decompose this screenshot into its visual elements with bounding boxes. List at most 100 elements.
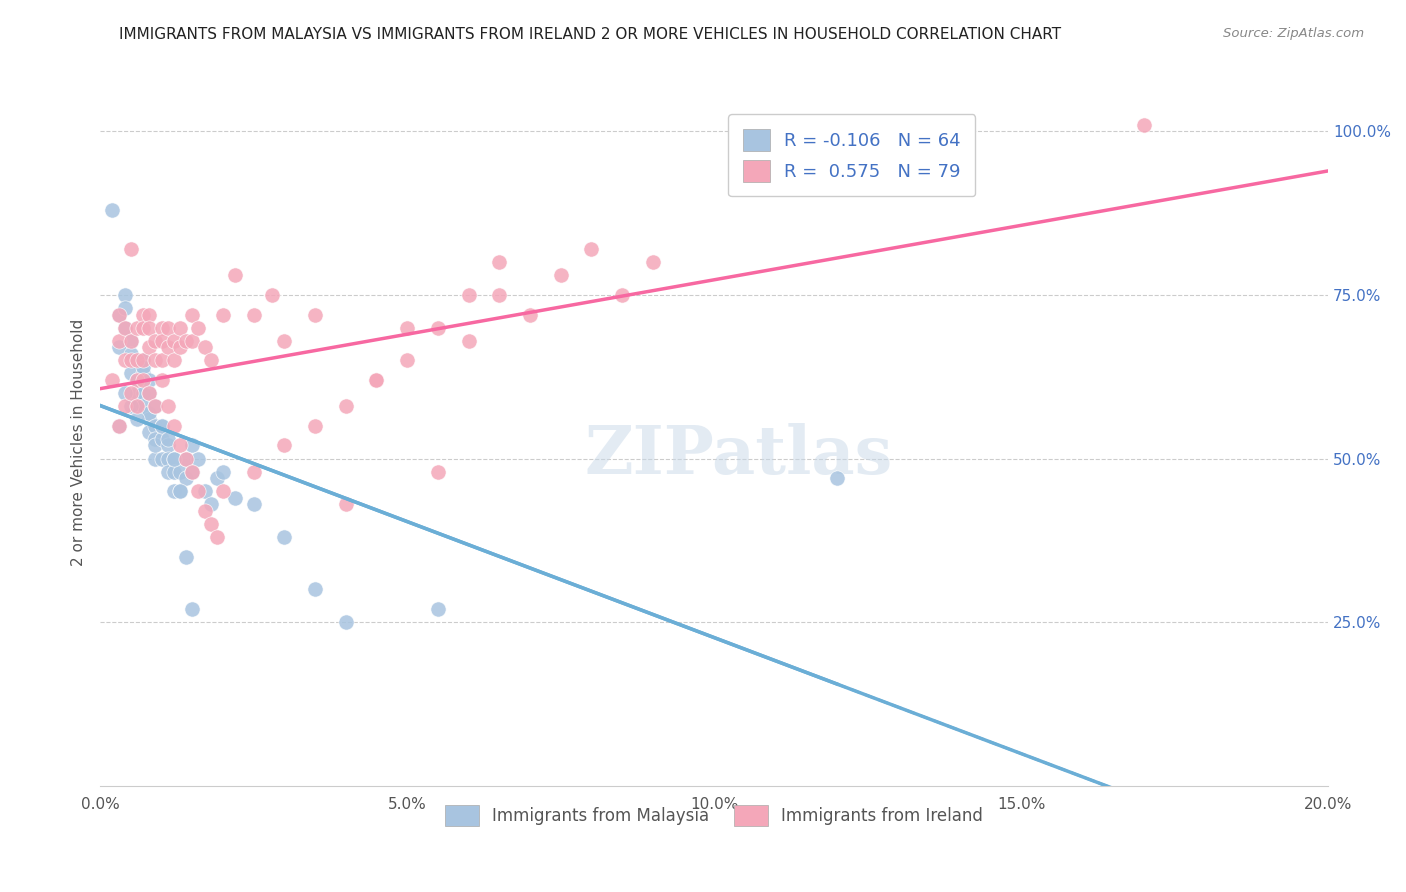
Point — [273, 530, 295, 544]
Point — [114, 320, 136, 334]
Point — [304, 582, 326, 597]
Point — [145, 334, 167, 348]
Point — [120, 334, 142, 348]
Point — [457, 334, 479, 348]
Point — [641, 255, 664, 269]
Point — [181, 465, 204, 479]
Point — [181, 465, 204, 479]
Point — [107, 308, 129, 322]
Point — [169, 484, 191, 499]
Point — [150, 432, 173, 446]
Point — [150, 451, 173, 466]
Point — [426, 465, 449, 479]
Point — [138, 340, 160, 354]
Point — [107, 340, 129, 354]
Point — [101, 373, 124, 387]
Point — [138, 386, 160, 401]
Point — [114, 399, 136, 413]
Point — [224, 268, 246, 283]
Text: Source: ZipAtlas.com: Source: ZipAtlas.com — [1223, 27, 1364, 40]
Point — [132, 353, 155, 368]
Point — [200, 497, 222, 511]
Point — [169, 465, 191, 479]
Point — [396, 320, 419, 334]
Point — [125, 353, 148, 368]
Point — [1133, 118, 1156, 132]
Point — [138, 425, 160, 440]
Point — [205, 471, 228, 485]
Point — [107, 418, 129, 433]
Point — [101, 202, 124, 217]
Point — [150, 320, 173, 334]
Point — [150, 373, 173, 387]
Point — [335, 399, 357, 413]
Point — [132, 308, 155, 322]
Point — [193, 504, 215, 518]
Point — [200, 516, 222, 531]
Point — [212, 308, 235, 322]
Point — [132, 320, 155, 334]
Point — [145, 418, 167, 433]
Point — [169, 484, 191, 499]
Point — [138, 320, 160, 334]
Point — [125, 412, 148, 426]
Point — [181, 308, 204, 322]
Point — [138, 412, 160, 426]
Point — [132, 386, 155, 401]
Point — [107, 334, 129, 348]
Point — [156, 340, 179, 354]
Point — [426, 320, 449, 334]
Point — [125, 373, 148, 387]
Point — [181, 438, 204, 452]
Point — [120, 367, 142, 381]
Point — [125, 386, 148, 401]
Point — [138, 308, 160, 322]
Point — [125, 320, 148, 334]
Point — [120, 334, 142, 348]
Point — [366, 373, 388, 387]
Point — [242, 465, 264, 479]
Point — [120, 242, 142, 256]
Point — [304, 418, 326, 433]
Point — [120, 353, 142, 368]
Point — [174, 549, 197, 564]
Point — [205, 530, 228, 544]
Point — [426, 602, 449, 616]
Point — [610, 288, 633, 302]
Point — [114, 288, 136, 302]
Point — [138, 373, 160, 387]
Point — [169, 438, 191, 452]
Point — [242, 308, 264, 322]
Point — [174, 451, 197, 466]
Point — [335, 615, 357, 629]
Point — [132, 373, 155, 387]
Point — [145, 399, 167, 413]
Point — [132, 353, 155, 368]
Point — [200, 353, 222, 368]
Point — [242, 497, 264, 511]
Legend: Immigrants from Malaysia, Immigrants from Ireland: Immigrants from Malaysia, Immigrants fro… — [439, 798, 990, 832]
Text: IMMIGRANTS FROM MALAYSIA VS IMMIGRANTS FROM IRELAND 2 OR MORE VEHICLES IN HOUSEH: IMMIGRANTS FROM MALAYSIA VS IMMIGRANTS F… — [120, 27, 1062, 42]
Point — [193, 484, 215, 499]
Point — [224, 491, 246, 505]
Point — [488, 288, 510, 302]
Point — [145, 353, 167, 368]
Point — [825, 471, 848, 485]
Point — [107, 418, 129, 433]
Point — [550, 268, 572, 283]
Point — [150, 418, 173, 433]
Y-axis label: 2 or more Vehicles in Household: 2 or more Vehicles in Household — [72, 318, 86, 566]
Point — [163, 334, 186, 348]
Point — [125, 399, 148, 413]
Point — [163, 451, 186, 466]
Point — [187, 320, 209, 334]
Point — [366, 373, 388, 387]
Point — [156, 438, 179, 452]
Point — [163, 484, 186, 499]
Point — [163, 465, 186, 479]
Point — [120, 347, 142, 361]
Point — [145, 399, 167, 413]
Point — [132, 367, 155, 381]
Point — [145, 451, 167, 466]
Point — [273, 334, 295, 348]
